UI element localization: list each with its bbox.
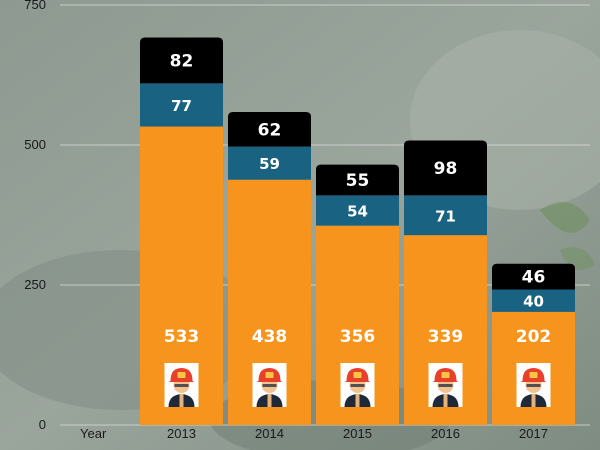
x-axis-tick-labels: 2013 2014 2015 2016 2017 [167,426,548,441]
data-label: 438 [252,327,288,347]
icon-helmet-badge [529,372,538,378]
data-label: 46 [522,268,546,288]
y-tick-label: 250 [24,277,46,292]
x-tick-label: 2016 [431,426,460,441]
firefighter-helmet-icon [516,363,551,407]
bar-segment-top [404,140,487,196]
bar-segment-middle [140,83,223,127]
bar-segment-top [492,263,575,290]
bar-stack: 202 40 46 [492,263,575,425]
data-label: 202 [516,327,552,347]
bar-stack: 356 54 55 [316,164,399,425]
icon-neck [267,394,272,407]
icon-eyes [174,384,189,387]
firefighter-helmet-icon [340,363,375,407]
firefighter-helmet-icon [428,363,463,407]
bar-segment-middle [228,146,311,180]
icon-helmet-badge [353,372,362,378]
bar-stack: 533 77 82 [140,37,223,426]
icon-helmet-badge [265,372,274,378]
data-label: 82 [170,51,194,71]
bars: 533 77 82 438 59 62 356 54 55 339 71 98 202 40 46 [140,37,575,426]
bar-stack: 438 59 62 [228,111,311,425]
data-label: 339 [428,327,464,347]
bar-segment-top [316,164,399,196]
icon-eyes [438,384,453,387]
bar-segment-middle [492,289,575,312]
data-label: 54 [347,203,368,221]
data-label: 98 [434,159,458,179]
data-label: 533 [164,327,200,347]
y-tick-label: 750 [24,0,46,12]
icon-neck [179,394,184,407]
bar-segment-top [140,37,223,84]
firefighter-helmet-icon [164,363,199,407]
bar-stack: 339 71 98 [404,140,487,425]
x-tick-label: 2017 [519,426,548,441]
data-label: 62 [258,120,282,140]
data-label: 55 [346,171,370,191]
bar-segment-top [228,111,311,147]
icon-helmet-badge [441,372,450,378]
x-tick-label: 2015 [343,426,372,441]
data-label: 356 [340,327,376,347]
data-label: 59 [259,155,280,173]
firefighter-helmet-icon [252,363,287,407]
icon-neck [531,394,536,407]
data-label: 40 [523,293,544,311]
x-tick-label: 2014 [255,426,284,441]
data-label: 71 [435,207,456,225]
bar-segment-middle [404,195,487,236]
icon-eyes [350,384,365,387]
icon-neck [355,394,360,407]
icon-neck [443,394,448,407]
y-tick-label: 500 [24,137,46,152]
x-axis-label: Year [80,426,107,441]
icon-helmet-badge [177,372,186,378]
y-axis-tick-labels: 0 250 500 750 [24,0,46,432]
icon-eyes [262,384,277,387]
x-tick-label: 2013 [167,426,196,441]
bar-segment-middle [316,195,399,226]
y-tick-label: 0 [39,417,46,432]
data-label: 77 [171,97,192,115]
icon-eyes [526,384,541,387]
